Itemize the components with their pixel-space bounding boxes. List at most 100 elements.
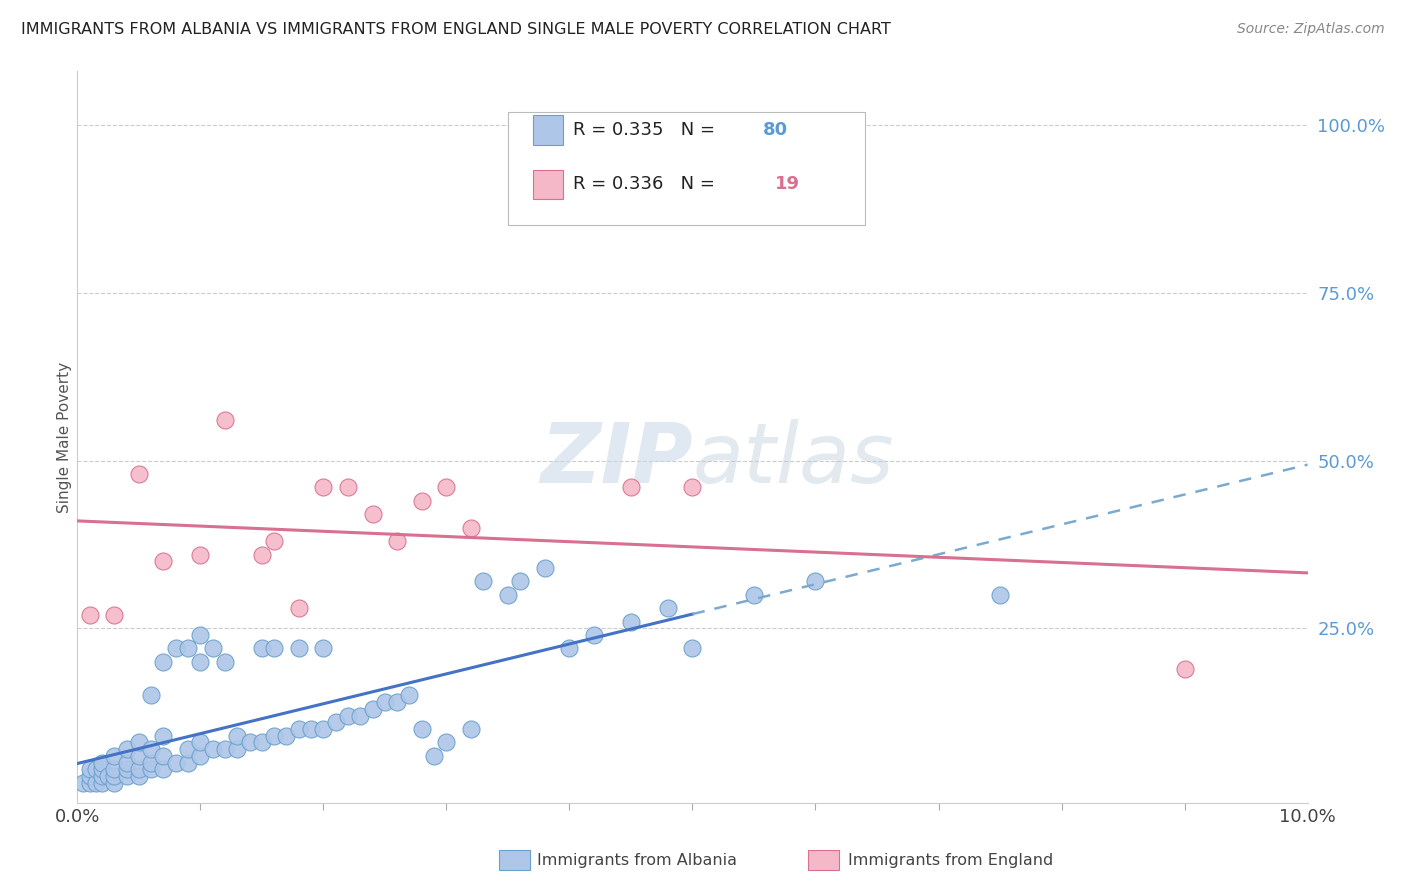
Point [398, 689, 420, 703]
Point [141, 689, 163, 703]
Point [84, 775, 107, 789]
Text: 19: 19 [775, 175, 800, 193]
Point [201, 742, 224, 756]
Point [509, 574, 531, 589]
FancyBboxPatch shape [533, 170, 564, 199]
Point [128, 467, 150, 481]
Point [620, 480, 643, 494]
Point [79, 769, 101, 783]
Text: 80: 80 [762, 121, 787, 139]
Point [312, 722, 335, 736]
Point [177, 756, 200, 770]
Point [325, 715, 347, 730]
Text: atlas: atlas [693, 418, 894, 500]
Point [152, 655, 174, 669]
Point [128, 769, 150, 783]
Y-axis label: Single Male Poverty: Single Male Poverty [56, 361, 72, 513]
Point [141, 762, 163, 776]
Point [188, 735, 212, 749]
Point [250, 548, 273, 562]
Point [436, 480, 458, 494]
Point [152, 748, 174, 763]
Text: Immigrants from England: Immigrants from England [848, 854, 1053, 868]
Point [423, 748, 446, 763]
FancyBboxPatch shape [508, 112, 865, 225]
Point [250, 735, 273, 749]
Text: Source: ZipAtlas.com: Source: ZipAtlas.com [1237, 22, 1385, 37]
Point [79, 775, 101, 789]
Point [583, 628, 606, 642]
Point [742, 588, 765, 602]
Point [103, 748, 125, 763]
Point [1174, 662, 1197, 676]
Point [128, 762, 150, 776]
Point [201, 641, 224, 656]
Point [682, 480, 704, 494]
Point [79, 762, 101, 776]
Point [152, 554, 174, 568]
Point [115, 769, 138, 783]
Point [103, 762, 125, 776]
Point [90, 762, 114, 776]
Point [188, 548, 212, 562]
Point [804, 574, 827, 589]
Point [411, 493, 433, 508]
Text: IMMIGRANTS FROM ALBANIA VS IMMIGRANTS FROM ENGLAND SINGLE MALE POVERTY CORRELATI: IMMIGRANTS FROM ALBANIA VS IMMIGRANTS FR… [21, 22, 891, 37]
Point [411, 722, 433, 736]
Point [152, 762, 174, 776]
Point [103, 769, 125, 783]
Point [657, 601, 679, 615]
Point [141, 756, 163, 770]
Point [115, 756, 138, 770]
Point [214, 655, 236, 669]
FancyBboxPatch shape [533, 115, 564, 145]
Point [534, 561, 557, 575]
Point [90, 775, 114, 789]
Point [460, 521, 482, 535]
Point [250, 641, 273, 656]
Point [436, 735, 458, 749]
Point [374, 695, 396, 709]
Point [682, 641, 704, 656]
Point [239, 735, 262, 749]
Point [620, 615, 643, 629]
Point [312, 480, 335, 494]
Point [115, 762, 138, 776]
Point [90, 769, 114, 783]
Point [103, 775, 125, 789]
Point [337, 480, 360, 494]
Point [115, 742, 138, 756]
Point [299, 722, 322, 736]
Point [177, 742, 200, 756]
Point [97, 769, 120, 783]
Point [385, 695, 409, 709]
Point [496, 588, 519, 602]
Point [128, 748, 150, 763]
Point [276, 729, 298, 743]
Point [226, 729, 249, 743]
Text: ZIP: ZIP [540, 418, 693, 500]
Point [312, 641, 335, 656]
Point [177, 641, 200, 656]
Point [165, 756, 187, 770]
Text: R = 0.335   N =: R = 0.335 N = [574, 121, 721, 139]
Point [79, 607, 101, 622]
Point [72, 775, 94, 789]
Point [188, 628, 212, 642]
Point [288, 641, 311, 656]
Point [103, 607, 125, 622]
Point [472, 574, 495, 589]
Point [84, 762, 107, 776]
Point [263, 534, 285, 549]
Point [128, 735, 150, 749]
Point [188, 748, 212, 763]
Point [460, 722, 482, 736]
Point [361, 508, 384, 522]
Point [214, 413, 236, 427]
Point [988, 588, 1011, 602]
Point [152, 729, 174, 743]
Point [214, 742, 236, 756]
Point [385, 534, 409, 549]
Point [263, 729, 285, 743]
Point [337, 708, 360, 723]
